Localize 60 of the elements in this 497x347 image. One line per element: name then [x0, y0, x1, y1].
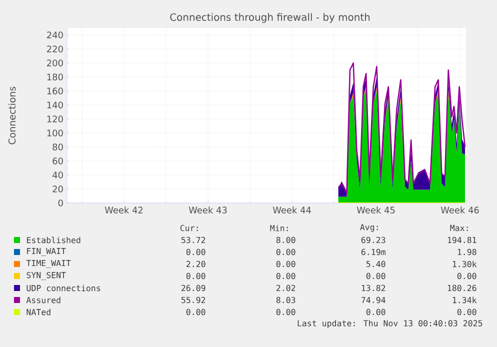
- y-tick-label: 80: [52, 144, 63, 150]
- legend-label: NATed: [26, 308, 50, 316]
- text: 0.00: [276, 272, 296, 280]
- legend-label: Assured: [26, 296, 60, 304]
- text: 1.30k: [452, 260, 477, 268]
- legend-label: Established: [27, 236, 80, 244]
- legend-label: SYN_SENT: [26, 272, 66, 280]
- y-axis-title: Connections: [8, 86, 16, 144]
- text: Max:: [450, 224, 468, 232]
- x-tick-label: Week 43: [188, 206, 227, 214]
- text: 8.00: [276, 236, 296, 244]
- y-tick-label: 100: [47, 130, 63, 136]
- y-tick-label: 0: [58, 200, 63, 206]
- x-tick-label: Week 44: [272, 206, 311, 214]
- text: 0.00: [276, 260, 296, 268]
- chart-title: Connections through firewall - by month: [170, 13, 370, 23]
- text: 180.26: [448, 284, 476, 292]
- text: 0.00: [276, 308, 296, 316]
- text: 8.03: [276, 296, 296, 304]
- text: Last update: Thu Nov 13 00:40:03 2025: [298, 320, 482, 328]
- text: 194.81: [448, 236, 476, 244]
- text: 13.82: [362, 284, 386, 292]
- legend-label: TIME_WAIT: [26, 260, 71, 268]
- x-tick-label: Week 45: [356, 206, 395, 214]
- x-tick-label: Week 42: [104, 206, 143, 214]
- text: 74.94: [361, 296, 386, 304]
- text: 69.23: [361, 236, 386, 244]
- y-tick-label: 120: [47, 116, 63, 122]
- legend-label: FIN_WAIT: [27, 248, 66, 256]
- text: 2.02: [276, 284, 296, 292]
- text: Min:: [270, 224, 288, 232]
- text: 0.00: [366, 272, 386, 280]
- text: 0.00: [457, 272, 476, 280]
- text: 0.00: [186, 308, 206, 316]
- y-tick-label: 20: [52, 186, 63, 192]
- y-tick-label: 160: [47, 88, 63, 94]
- text: 1.34k: [452, 296, 477, 304]
- text: 0.00: [186, 248, 206, 256]
- text: 6.19m: [361, 248, 386, 256]
- legend-label: UDP connections: [26, 284, 100, 292]
- text: 0.00: [276, 248, 296, 256]
- y-tick-label: 140: [47, 102, 63, 108]
- text: 53.72: [181, 236, 206, 244]
- text: Avg:: [360, 224, 378, 232]
- y-tick-label: 220: [47, 46, 63, 52]
- text: Cur:: [180, 224, 198, 232]
- y-tick-label: 40: [52, 172, 63, 178]
- y-tick-label: 60: [52, 158, 63, 164]
- text: 0.00: [457, 308, 476, 316]
- text: 2.20: [186, 260, 206, 268]
- y-tick-label: 200: [47, 60, 63, 66]
- text: 55.92: [181, 296, 206, 304]
- text: 0.00: [186, 272, 206, 280]
- text: 1.98: [458, 248, 476, 256]
- y-tick-label: 240: [47, 32, 63, 38]
- text: 0.00: [366, 308, 386, 316]
- text: 26.09: [182, 284, 206, 292]
- x-tick-label: Week 46: [440, 206, 479, 214]
- text: 5.40: [366, 260, 386, 268]
- y-tick-label: 180: [47, 74, 63, 80]
